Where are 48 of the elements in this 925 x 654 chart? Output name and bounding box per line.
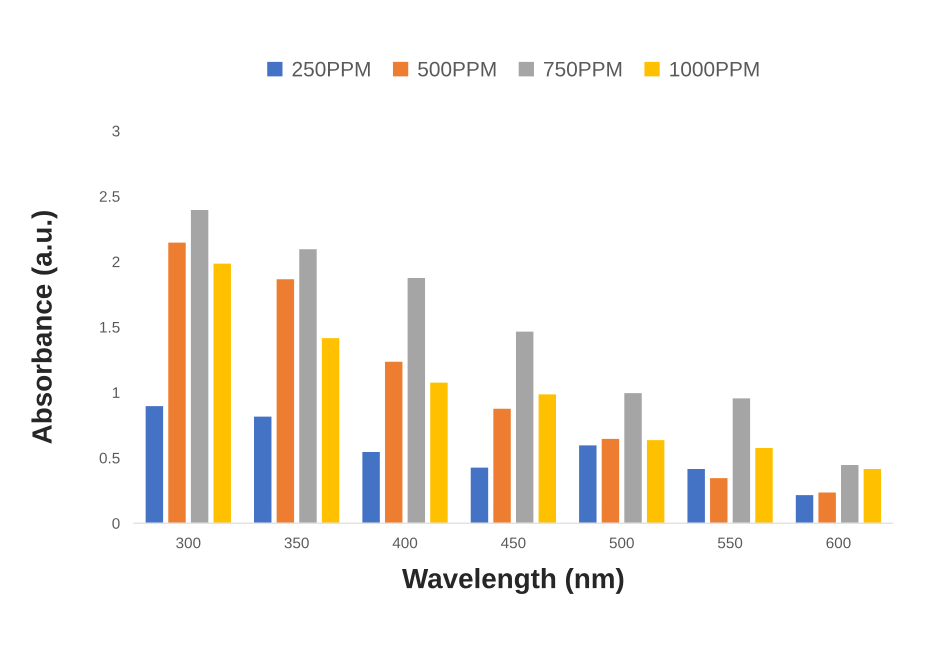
bar: [252, 415, 273, 524]
legend-label: 500PPM: [418, 62, 496, 77]
bar: [514, 330, 535, 524]
bar: [384, 360, 404, 524]
bar: [492, 407, 512, 524]
bar: [731, 396, 752, 524]
legend-label: 250PPM: [292, 62, 370, 77]
x-tick-label: 450: [500, 537, 526, 548]
bar: [817, 491, 838, 524]
bar: [794, 494, 815, 524]
bar: [298, 248, 318, 524]
x-tick-label: 500: [610, 537, 634, 548]
bar: [212, 262, 232, 524]
x-axis-title: Wavelength (nm): [402, 568, 624, 594]
bar: [754, 446, 774, 524]
y-tick-label: 3: [112, 126, 120, 136]
bar: [537, 393, 558, 524]
bar: [578, 444, 598, 524]
x-tick-label: 400: [392, 537, 418, 548]
bar: [708, 476, 729, 524]
x-tick-label: 600: [826, 537, 851, 548]
y-tick-label: 2: [112, 256, 120, 268]
bar: [189, 208, 210, 524]
bar: [320, 336, 341, 524]
bar: [428, 381, 450, 524]
bar: [862, 468, 882, 524]
legend-label: 750PPM: [544, 62, 622, 77]
legend-label: 1000PPM: [670, 62, 759, 77]
bar: [686, 468, 706, 524]
bar: [275, 278, 296, 524]
y-axis-title: Absorbance (a.u.): [31, 211, 58, 444]
y-tick-label: 2.5: [100, 191, 120, 202]
bar: [144, 404, 164, 524]
bar: [406, 276, 426, 524]
bar: [622, 392, 644, 524]
y-tick-label: 1: [112, 387, 120, 398]
bar: [469, 466, 490, 524]
bar: [646, 438, 666, 524]
y-tick-label: 0: [112, 518, 120, 529]
y-tick-label: 0.5: [100, 452, 120, 464]
bar: [600, 437, 621, 524]
x-tick-label: 350: [284, 537, 309, 548]
bar: [166, 241, 188, 524]
y-tick-label: 1.5: [100, 322, 120, 333]
bar: [360, 450, 382, 524]
x-tick-label: 550: [718, 537, 742, 548]
bar: [840, 464, 860, 524]
x-tick-label: 300: [176, 537, 200, 548]
